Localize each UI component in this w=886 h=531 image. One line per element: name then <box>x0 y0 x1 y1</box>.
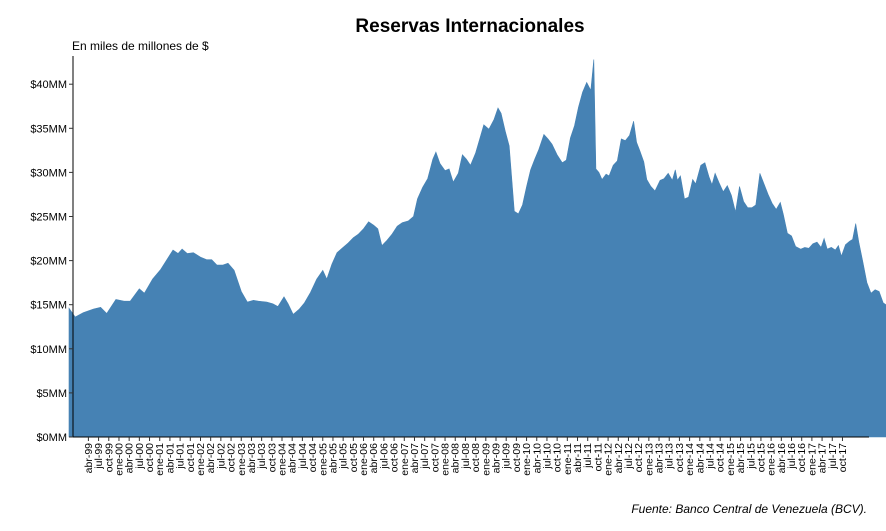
x-tick-label: ene-12 <box>603 443 615 476</box>
x-tick-label: oct-01 <box>185 443 197 472</box>
x-tick-label: abr-02 <box>205 443 217 474</box>
x-tick-label: jul-14 <box>704 443 716 470</box>
x-tick-label: jul-05 <box>338 443 350 470</box>
y-tick-label: $35MM <box>30 123 67 135</box>
x-tick-label: abr-13 <box>654 443 666 474</box>
x-tick-label: oct-09 <box>511 443 523 472</box>
x-tick-label: jul-08 <box>460 443 472 470</box>
x-tick-label: jul-13 <box>664 443 676 470</box>
x-tick-label: oct-05 <box>348 443 360 472</box>
x-tick-label: jul-07 <box>419 443 431 470</box>
y-axis: $0MM $5MM $10MM $15MM $20MM $25MM $30MM $35MM $4… <box>30 56 74 444</box>
x-tick-label: jul-12 <box>623 443 635 470</box>
x-tick-label: ene-11 <box>562 443 574 475</box>
chart-subtitle: En miles de millones de $ <box>72 39 209 53</box>
x-axis: abr-99jul-99oct-99ene-00abr-00jul-00oct-… <box>73 436 869 476</box>
y-tick-label: $0MM <box>36 432 67 444</box>
reserves-area <box>68 59 886 438</box>
x-tick-label: abr-08 <box>450 443 462 474</box>
x-tick-label: ene-17 <box>806 443 818 476</box>
y-tick-label: $40MM <box>30 79 67 91</box>
x-tick-label: jul-00 <box>134 443 146 470</box>
x-tick-label: abr-09 <box>491 443 503 474</box>
x-tick-label: abr-06 <box>368 443 380 474</box>
x-tick-label: ene-05 <box>317 443 329 476</box>
x-tick-label: oct-99 <box>103 443 115 472</box>
x-tick-label: ene-06 <box>358 443 370 476</box>
x-tick-label: ene-10 <box>521 443 533 476</box>
x-tick-label: ene-09 <box>480 443 492 476</box>
x-tick-label: abr-16 <box>776 443 788 474</box>
x-tick-label: ene-08 <box>440 443 452 476</box>
x-tick-label: jul-11 <box>582 443 594 469</box>
x-tick-label: abr-10 <box>531 443 543 474</box>
x-tick-label: ene-00 <box>113 443 125 476</box>
x-tick-label: ene-07 <box>399 443 411 476</box>
x-tick-label: oct-11 <box>592 443 604 472</box>
x-tick-label: jul-16 <box>786 443 798 470</box>
x-tick-label: abr-03 <box>246 443 258 474</box>
y-tick-label: $5MM <box>36 388 67 400</box>
x-tick-label: oct-04 <box>307 443 319 472</box>
x-tick-label: ene-13 <box>643 443 655 476</box>
x-tick-label: oct-07 <box>429 443 441 472</box>
x-tick-label: abr-01 <box>164 443 176 474</box>
x-tick-label: jul-09 <box>501 443 513 470</box>
x-tick-label: jul-17 <box>827 443 839 470</box>
x-tick-label: abr-17 <box>817 443 829 474</box>
chart-caption: Fuente: Banco Central de Venezuela (BCV)… <box>631 502 867 516</box>
x-tick-label: oct-15 <box>755 443 767 472</box>
x-tick-label: jul-02 <box>215 443 227 470</box>
chart-title: Reservas Internacionales <box>355 16 584 37</box>
x-tick-label: jul-99 <box>93 443 105 470</box>
x-tick-label: jul-06 <box>378 443 390 470</box>
x-tick-label: oct-12 <box>633 443 645 472</box>
x-tick-label: abr-11 <box>572 443 584 473</box>
x-tick-label: oct-06 <box>389 443 401 472</box>
x-tick-label: abr-12 <box>613 443 625 474</box>
x-tick-label: abr-99 <box>83 443 95 474</box>
y-tick-label: $25MM <box>30 212 67 224</box>
x-tick-label: abr-00 <box>124 443 136 474</box>
x-tick-label: oct-17 <box>837 443 849 472</box>
x-tick-label: abr-14 <box>694 443 706 474</box>
x-tick-label: jul-01 <box>175 443 187 470</box>
y-tick-label: $15MM <box>30 300 67 312</box>
x-tick-label: abr-05 <box>327 443 339 474</box>
x-tick-label: ene-14 <box>684 443 696 476</box>
x-tick-label: abr-07 <box>409 443 421 474</box>
x-tick-label: ene-02 <box>195 443 207 476</box>
y-tick-label: $30MM <box>30 167 67 179</box>
x-tick-label: abr-04 <box>287 443 299 474</box>
x-tick-label: ene-01 <box>154 443 166 476</box>
x-tick-label: oct-03 <box>266 443 278 472</box>
x-tick-label: abr-15 <box>735 443 747 474</box>
y-tick-label: $20MM <box>30 256 67 268</box>
x-tick-label: oct-16 <box>796 443 808 472</box>
x-tick-label: oct-08 <box>470 443 482 472</box>
x-tick-label: ene-15 <box>725 443 737 476</box>
x-tick-label: jul-03 <box>256 443 268 470</box>
x-tick-label: oct-13 <box>674 443 686 472</box>
x-tick-label: ene-16 <box>766 443 778 476</box>
x-tick-label: jul-15 <box>745 443 757 470</box>
x-tick-label: jul-10 <box>541 443 553 470</box>
x-tick-label: jul-04 <box>297 443 309 470</box>
x-tick-label: ene-03 <box>236 443 248 476</box>
x-tick-label: oct-00 <box>144 443 156 472</box>
x-tick-label: oct-14 <box>715 443 727 472</box>
x-tick-label: oct-02 <box>226 443 238 472</box>
y-tick-label: $10MM <box>30 344 67 356</box>
x-tick-label: oct-10 <box>552 443 564 472</box>
x-tick-label: ene-04 <box>277 443 289 476</box>
